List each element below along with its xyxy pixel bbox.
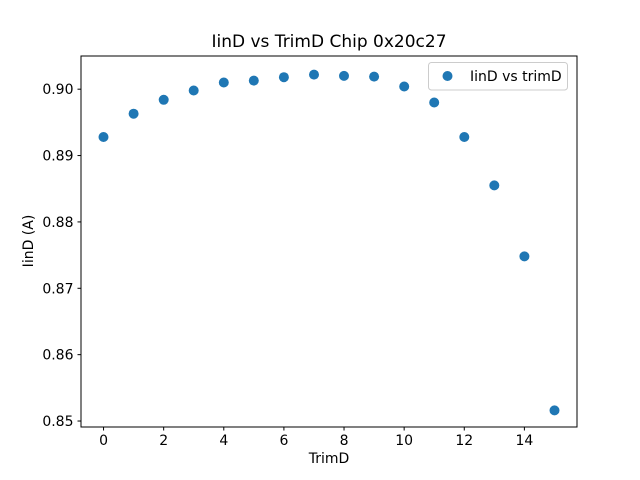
x-tick-label: 2 <box>159 433 168 449</box>
y-tick-label: 0.85 <box>42 414 73 430</box>
data-point <box>339 70 349 81</box>
y-tick-label: 0.87 <box>42 281 73 297</box>
y-tick-label: 0.88 <box>42 215 73 231</box>
x-tick-label: 10 <box>395 433 413 449</box>
data-point <box>98 132 109 142</box>
x-tick-label: 8 <box>340 433 349 449</box>
y-tick-label: 0.89 <box>42 149 73 165</box>
legend-marker-icon <box>442 71 453 81</box>
y-tick-label: 0.90 <box>42 82 73 98</box>
data-point <box>489 180 500 191</box>
x-tick-label: 0 <box>99 433 108 449</box>
x-tick-label: 12 <box>455 433 473 449</box>
x-axis-ticks: 0 2 4 6 8 10 12 14 <box>99 427 533 449</box>
x-tick-label: 14 <box>515 433 533 449</box>
scatter-series <box>98 69 560 416</box>
legend: IinD vs trimD <box>428 62 568 91</box>
x-axis-label: TrimD <box>308 451 350 467</box>
data-point <box>429 97 440 108</box>
data-point <box>188 85 199 96</box>
data-point <box>158 94 169 105</box>
y-tick-label: 0.86 <box>42 348 73 364</box>
y-axis-ticks: 0.85 0.86 0.87 0.88 0.89 0.90 <box>42 82 81 430</box>
data-point <box>459 132 470 142</box>
data-point <box>278 72 289 83</box>
x-tick-label: 6 <box>279 433 288 449</box>
data-point <box>519 251 530 262</box>
chart-title: IinD vs TrimD Chip 0x20c27 <box>211 32 446 52</box>
y-axis-label: IinD (A) <box>21 215 37 268</box>
data-point <box>369 71 380 82</box>
data-point <box>399 81 410 92</box>
data-point <box>218 77 229 88</box>
x-tick-label: 4 <box>219 433 228 449</box>
data-point <box>128 108 139 119</box>
plot-area <box>80 55 578 428</box>
data-point <box>248 75 259 86</box>
data-point <box>309 69 319 80</box>
legend-label: IinD vs trimD <box>470 69 562 85</box>
data-point <box>549 405 560 416</box>
legend-box <box>428 62 568 91</box>
